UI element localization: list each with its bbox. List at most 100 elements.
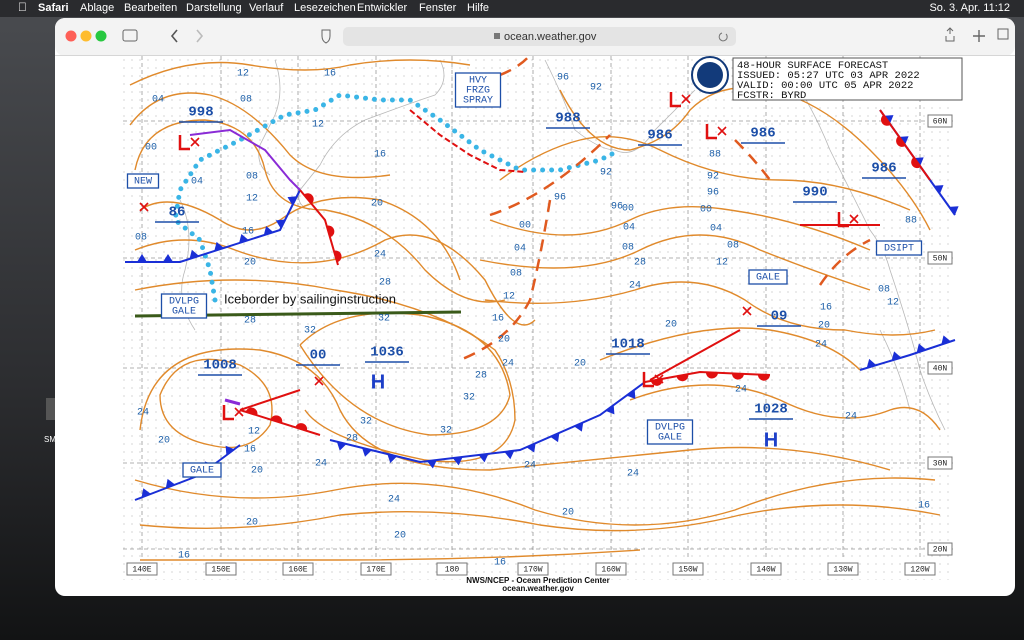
isobar-label: 96 [611, 202, 623, 213]
low-position [139, 202, 149, 212]
pressure-center: 1036 [370, 345, 404, 361]
lat-label: 20N [933, 546, 948, 555]
cold-front [329, 381, 646, 464]
isobar-label: 16 [324, 69, 336, 80]
ice-border-annotation: Iceborder by sailinginstruction [224, 291, 396, 306]
privacy-button[interactable] [321, 29, 331, 44]
menu-item[interactable]: Verlauf [249, 2, 284, 14]
clock: So. 3. Apr. 11:12 [929, 2, 1010, 14]
front-symbol [941, 335, 951, 345]
low-position [717, 126, 727, 136]
pressure-center: 990 [802, 185, 827, 201]
isobar-label: 20 [394, 531, 406, 542]
sidebar-button[interactable] [122, 29, 138, 42]
menu-item[interactable]: Ablage [80, 2, 114, 14]
front-symbol [866, 358, 877, 368]
front-symbol [333, 250, 342, 263]
front-symbol [757, 374, 770, 381]
freezing-spray [409, 109, 526, 173]
menu-item[interactable]: Fenster [419, 2, 457, 14]
front-symbol [141, 488, 151, 498]
app-name: Safari [38, 2, 69, 14]
lon-label-box [282, 562, 314, 576]
menu-item[interactable]: Entwickler [357, 2, 407, 14]
pressure-center: 998 [188, 105, 213, 121]
front-symbol [731, 373, 744, 380]
low-symbol [222, 405, 234, 421]
isobar-label: 20 [665, 320, 677, 331]
back-button[interactable] [170, 29, 178, 43]
isobar-label: 08 [246, 172, 258, 183]
menu-items: Safari Ablage Bearbeiten Darstellung Verlauf… [38, 2, 1010, 14]
warning-box [160, 293, 208, 319]
reload-button[interactable] [718, 32, 728, 42]
front-symbol [891, 351, 902, 361]
lock-icon [494, 33, 500, 39]
isobar-label: 16 [178, 551, 190, 562]
forward-button[interactable] [196, 29, 204, 43]
fronts [125, 92, 959, 501]
pressure-center: 1008 [203, 358, 237, 374]
close-button[interactable] [65, 30, 77, 42]
warning-box [875, 240, 923, 256]
menu-item[interactable]: Bearbeiten [124, 2, 177, 14]
isobar-label: 88 [905, 216, 917, 227]
cold-front [125, 189, 301, 263]
isobar-label: 20 [498, 335, 510, 346]
isobar-label: 16 [374, 150, 386, 161]
isobar-label: 32 [304, 326, 316, 337]
lon-label-box [517, 562, 549, 576]
isobar-label: 16 [244, 445, 256, 456]
low-symbol [642, 372, 654, 388]
front-symbol [287, 196, 297, 206]
lon-label: 170W [523, 566, 542, 575]
menu-item[interactable]: Hilfe [467, 2, 489, 14]
pressure-center: 86 [169, 205, 186, 221]
minimize-button[interactable] [80, 30, 92, 42]
menu-item[interactable]: Darstellung [186, 2, 242, 14]
warning-text: GALE [756, 273, 780, 284]
isobar-label: 20 [251, 466, 263, 477]
menu-item[interactable]: Lesezeichen [294, 2, 356, 14]
low-symbol [837, 212, 849, 228]
isobar-label: 32 [440, 426, 452, 437]
front-symbol [239, 233, 249, 244]
isobar-label: 20 [246, 518, 258, 529]
isobar-label: 88 [709, 150, 721, 161]
isobar-label: 08 [135, 233, 147, 244]
isobar-label: 28 [634, 258, 646, 269]
isobar-label: 08 [622, 243, 634, 254]
isobar-label: 00 [519, 221, 531, 232]
warm-front [644, 370, 771, 383]
share-button[interactable] [945, 27, 955, 42]
isobar-label: 20 [244, 258, 256, 269]
pressure-center: 00 [310, 348, 327, 364]
apple-menu[interactable]:  [18, 0, 27, 14]
new-tab-button[interactable] [973, 30, 985, 42]
isobar-label: 12 [246, 194, 258, 205]
isobar-label: 00 [145, 143, 157, 154]
lon-label: 130W [833, 566, 852, 575]
lon-label: 120W [910, 566, 929, 575]
menubar [0, 0, 1024, 17]
tabs-button[interactable] [997, 28, 1009, 40]
isobar-label: 04 [514, 244, 526, 255]
isobar-label: 08 [727, 241, 739, 252]
address-bar[interactable] [343, 27, 736, 46]
lon-label-box [904, 562, 936, 576]
troughs [459, 54, 871, 362]
pressure-center: 986 [647, 128, 672, 144]
isobar-label: 28 [244, 316, 256, 327]
low-position [190, 137, 200, 147]
front-symbol [263, 226, 274, 236]
front-symbol [225, 445, 235, 456]
warning-box [126, 173, 160, 189]
forecast-header: 48-HOUR SURFACE FORECAST [737, 60, 888, 72]
isobar-label: 12 [887, 298, 899, 309]
zoom-button[interactable] [95, 30, 107, 42]
isobar-label: 24 [137, 408, 149, 419]
warning-box [182, 462, 222, 478]
isobar-label: 00 [700, 205, 712, 216]
isobar-label: 92 [590, 83, 602, 94]
